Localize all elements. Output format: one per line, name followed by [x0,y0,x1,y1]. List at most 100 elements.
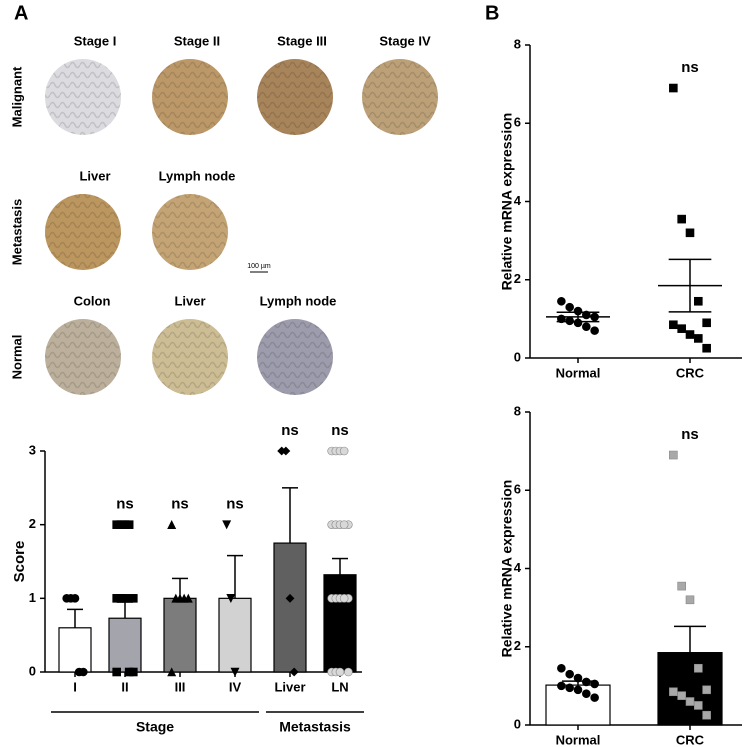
data-point [573,306,583,316]
y-tick-label: 0 [29,663,36,678]
annotation: ns [281,422,299,439]
tissue-texture [45,59,121,135]
tissue-texture [257,59,333,135]
row-label: Malignant [9,66,24,127]
data-point [112,667,121,677]
data-point [685,330,695,339]
y-tick-label: 2 [514,638,521,653]
data-point [167,519,177,529]
data-point [685,697,695,706]
data-point [677,691,686,700]
image-label: Stage III [277,33,327,48]
data-point [590,312,599,322]
data-point [677,214,686,224]
bar [218,597,252,673]
image-label: Lymph node [260,293,337,308]
tissue-texture [362,59,438,135]
x-tick-label: IV [229,679,242,694]
bar [657,652,723,726]
y-axis-label: Relative mRNA expression [499,113,515,291]
data-point [226,594,236,604]
image-label: Liver [79,168,110,183]
data-point [557,314,566,324]
panel-label: A [14,2,28,24]
x-tick-label: LN [331,679,348,694]
data-point [183,593,193,603]
tissue-texture [152,194,228,270]
bar [163,597,197,673]
data-point [590,679,599,689]
data-point [590,693,599,702]
data-point [677,324,686,333]
y-tick-label: 2 [29,516,36,531]
y-axis-label: Score [11,541,28,583]
bar [58,627,92,673]
data-point [557,296,566,306]
image-label: Stage I [74,33,117,48]
y-tick-label: 0 [514,716,521,731]
data-point [289,667,299,677]
scale-bar-label: 100 µm [247,263,271,270]
y-tick-label: 0 [514,349,521,364]
annotation: ns [681,59,699,76]
data-point [573,685,583,695]
data-point [339,520,349,529]
data-point [344,667,353,677]
data-point [573,318,583,328]
data-point [582,310,591,320]
data-point [573,673,583,683]
data-point [120,594,130,603]
data-point [702,710,711,720]
y-tick-label: 4 [514,193,522,208]
data-point [685,595,695,605]
data-point [694,701,703,710]
data-point [582,322,591,332]
data-point [669,83,678,93]
tissue-texture [45,194,121,270]
tissue-images: Malignant Stage I Stage II Stage III Sta… [9,33,438,395]
data-point [702,685,711,695]
data-point [694,296,703,306]
y-tick-label: 1 [29,590,36,605]
image-label: Colon [74,293,111,308]
image-label: Stage II [174,33,220,48]
group-label: Stage [136,719,174,735]
data-point [702,343,711,353]
data-point [230,667,240,677]
data-point [565,669,574,679]
data-point [335,667,345,677]
annotation: ns [171,496,189,513]
y-tick-label: 3 [29,442,36,457]
data-point [557,681,566,691]
group-label: Metastasis [279,719,351,735]
y-tick-label: 8 [514,403,521,418]
x-tick-label: Normal [556,732,601,747]
tissue-texture [152,59,228,135]
y-tick-label: 8 [514,36,521,51]
annotation: ns [116,496,134,513]
annotation: ns [681,426,699,443]
data-point [281,446,291,456]
data-point [694,334,703,343]
row-label: Normal [9,335,24,380]
data-point [285,593,295,603]
data-point [222,520,232,530]
data-point [669,450,678,460]
y-tick-label: 6 [514,115,521,130]
y-tick-label: 2 [514,271,521,286]
data-point [339,446,349,456]
data-point [677,581,686,591]
x-tick-label: III [175,679,186,694]
data-point [339,594,349,603]
x-tick-label: I [73,679,77,694]
data-point [70,594,80,603]
y-axis-label: Relative mRNA expression [499,480,515,658]
data-point [565,316,574,326]
tissue-texture [152,319,228,395]
x-tick-label: II [121,679,128,694]
image-label: Stage IV [379,33,431,48]
image-label: Liver [174,293,205,308]
annotation: ns [331,422,349,439]
bar [323,574,357,673]
